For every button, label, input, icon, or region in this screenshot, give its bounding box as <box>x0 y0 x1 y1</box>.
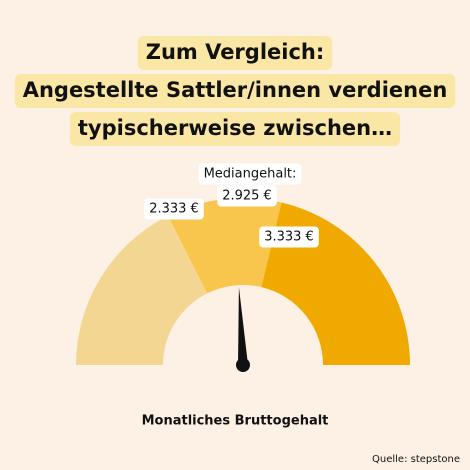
value-label: 2.925 € <box>222 189 272 204</box>
title-highlight <box>137 36 333 70</box>
median-label: Mediangehalt: <box>204 167 297 182</box>
title-line: typischerweise zwischen… <box>78 116 392 140</box>
title-highlight <box>69 112 401 146</box>
value-label-box <box>259 226 319 248</box>
title-block: Zum Vergleich: Angestellte Sattler/innen … <box>14 36 456 146</box>
gauge <box>76 198 410 372</box>
needle-hub <box>236 358 250 372</box>
value-label: 2.333 € <box>149 202 199 217</box>
title-highlight <box>14 74 456 108</box>
gauge-segment <box>76 215 208 365</box>
x-axis-label: Monatliches Bruttogehalt <box>142 414 329 429</box>
value-label: 3.333 € <box>264 230 314 245</box>
gauge-segment <box>168 198 282 294</box>
value-label-box <box>144 198 204 220</box>
title-line: Angestellte Sattler/innen verdienen <box>23 78 448 102</box>
title-line: Zum Vergleich: <box>146 40 325 64</box>
value-label-box <box>217 185 277 207</box>
labels: Mediangehalt: 2.333 € 2.925 € 3.333 € <box>144 163 319 248</box>
source: Quelle: stepstone <box>372 454 460 465</box>
median-label-box <box>198 163 302 185</box>
needle <box>238 287 248 366</box>
